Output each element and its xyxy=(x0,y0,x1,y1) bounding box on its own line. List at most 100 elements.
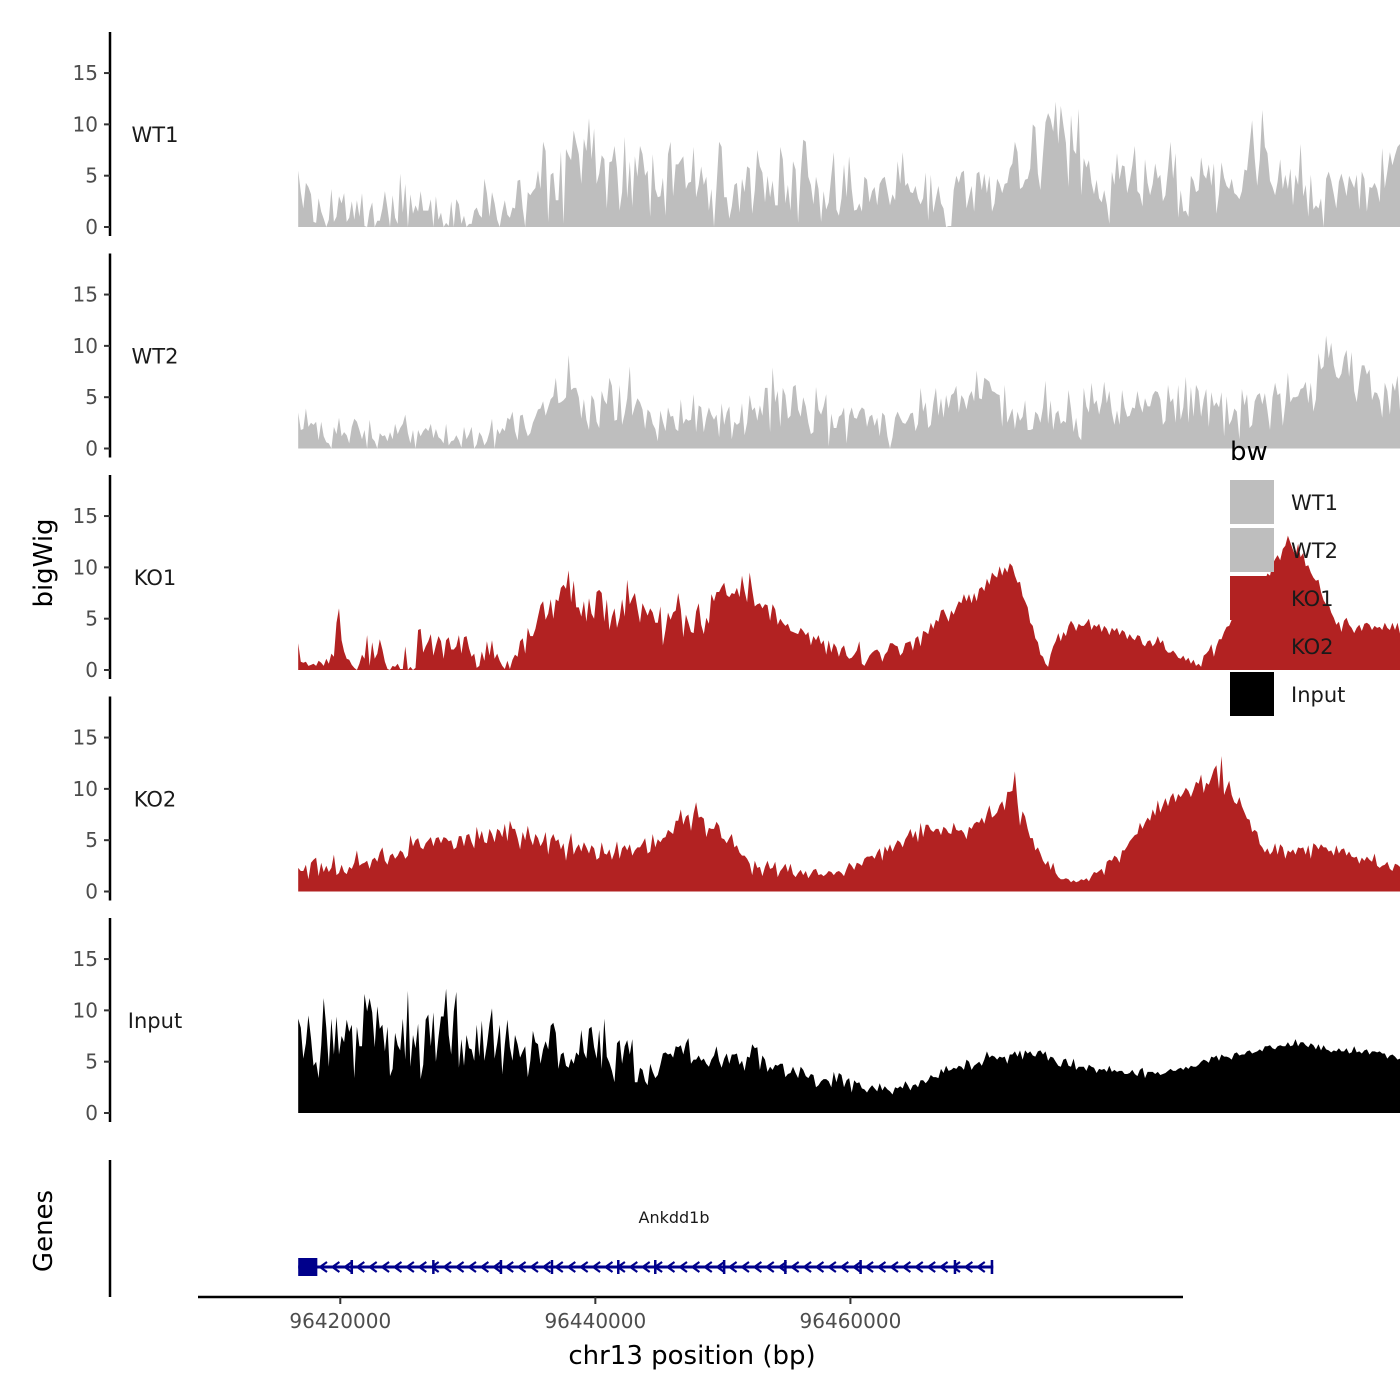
y-tick-label-ko1: 0 xyxy=(85,658,98,682)
strand-arrow xyxy=(380,1261,390,1273)
strand-arrow xyxy=(764,1261,775,1273)
strand-arrow xyxy=(926,1261,936,1273)
coverage-area-input xyxy=(298,988,1400,1113)
legend-label-wt2: WT2 xyxy=(1291,539,1338,563)
strand-arrow xyxy=(553,1261,564,1273)
y-tick-label-wt1: 10 xyxy=(73,112,98,136)
y-tick-label-ko1: 10 xyxy=(73,555,98,579)
gene-exon xyxy=(859,1260,862,1274)
strand-arrow xyxy=(975,1261,986,1273)
strand-arrow xyxy=(355,1261,365,1273)
track-wt2: 0 5 10 15 WT2 xyxy=(73,253,1400,461)
strand-arrow xyxy=(889,1261,899,1273)
track-ko1: 0 5 10 15 KO1 xyxy=(73,475,1400,682)
coverage-area-ko2 xyxy=(298,756,1400,892)
strand-arrow xyxy=(777,1261,787,1273)
gene-exon xyxy=(953,1260,957,1274)
strand-arrow xyxy=(715,1261,725,1273)
legend-label-ko1: KO1 xyxy=(1291,587,1334,611)
legend-label-input: Input xyxy=(1291,683,1345,707)
strand-arrow xyxy=(479,1261,490,1273)
gene-exon xyxy=(350,1260,354,1274)
strand-arrow xyxy=(442,1261,452,1273)
legend: bw WT1 WT2 KO1 KO2 Input xyxy=(1230,437,1345,716)
coverage-area-wt2 xyxy=(298,335,1400,449)
track-label-wt1: WT1 xyxy=(132,123,179,147)
y-tick-label-ko2: 0 xyxy=(85,880,98,904)
strand-arrow xyxy=(789,1261,800,1273)
track-label-ko1: KO1 xyxy=(134,566,177,590)
strand-arrow xyxy=(740,1261,750,1273)
gene-exon xyxy=(784,1260,787,1274)
strand-arrow xyxy=(330,1261,341,1273)
y-tick-label-ko2: 15 xyxy=(73,726,98,750)
gene-exon xyxy=(654,1260,657,1274)
gene-label: Ankdd1b xyxy=(639,1208,710,1227)
strand-arrow xyxy=(951,1261,961,1273)
track-wt1: 0 5 10 15 WT1 xyxy=(73,32,1400,239)
track-input: 0 5 10 15 Input xyxy=(73,918,1400,1125)
track-ko2: 0 5 10 15 KO2 xyxy=(73,696,1400,904)
strand-arrow xyxy=(603,1261,614,1273)
coverage-area-wt1 xyxy=(298,101,1400,227)
legend-label-wt1: WT1 xyxy=(1291,491,1338,515)
strand-arrow xyxy=(529,1261,539,1273)
x-tick-label: 96460000 xyxy=(800,1309,902,1333)
y-axis-title: bigWig xyxy=(29,518,59,607)
strand-arrow xyxy=(591,1261,601,1273)
gene-exon xyxy=(550,1260,554,1274)
strand-arrow xyxy=(963,1261,974,1273)
y-tick-label-ko2: 5 xyxy=(85,828,98,852)
legend-title: bw xyxy=(1230,437,1268,467)
strand-arrow xyxy=(678,1261,688,1273)
y-tick-label-ko2: 10 xyxy=(73,777,98,801)
gene-exon xyxy=(298,1258,318,1276)
gene-exon xyxy=(432,1260,435,1274)
strand-arrow xyxy=(566,1261,576,1273)
strand-arrow xyxy=(429,1261,440,1273)
strand-arrow xyxy=(467,1261,477,1273)
gene-exon xyxy=(499,1260,503,1274)
y-tick-label-ko1: 15 xyxy=(73,504,98,528)
strand-arrow xyxy=(405,1261,415,1273)
gene-exon xyxy=(990,1260,994,1274)
legend-key-input xyxy=(1230,672,1274,716)
x-axis-title: chr13 position (bp) xyxy=(568,1341,815,1371)
y-tick-label-wt1: 0 xyxy=(85,215,98,239)
track-label-wt2: WT2 xyxy=(132,345,179,369)
strand-arrow xyxy=(417,1261,427,1273)
y-tick-label-input: 5 xyxy=(85,1050,98,1074)
y-tick-label-wt2: 15 xyxy=(73,283,98,307)
y-tick-label-wt2: 0 xyxy=(85,437,98,461)
y-tick-label-wt2: 10 xyxy=(73,334,98,358)
strand-arrow xyxy=(690,1261,701,1273)
strand-arrow xyxy=(367,1261,378,1273)
y-tick-label-input: 10 xyxy=(73,998,98,1022)
strand-arrow xyxy=(665,1261,676,1273)
gene-exon xyxy=(617,1260,620,1274)
strand-arrow xyxy=(454,1261,465,1273)
strand-arrow xyxy=(541,1261,552,1273)
legend-label-ko2: KO2 xyxy=(1291,635,1334,659)
legend-key-ko2 xyxy=(1230,624,1274,668)
y-tick-label-input: 0 xyxy=(85,1101,98,1125)
strand-arrow xyxy=(727,1261,738,1273)
y-tick-label-wt2: 5 xyxy=(85,385,98,409)
strand-arrow xyxy=(814,1261,825,1273)
strand-arrow xyxy=(913,1261,924,1273)
strand-arrow xyxy=(392,1261,403,1273)
x-tick-label: 96440000 xyxy=(544,1309,646,1333)
strand-arrow xyxy=(827,1261,837,1273)
strand-arrow xyxy=(342,1261,353,1273)
strand-arrow xyxy=(876,1261,887,1273)
legend-key-wt1 xyxy=(1230,480,1274,524)
legend-key-wt2 xyxy=(1230,528,1274,572)
x-tick-label: 96420000 xyxy=(289,1309,391,1333)
legend-key-ko1 xyxy=(1230,576,1274,620)
strand-arrow xyxy=(901,1261,912,1273)
tracks-layer: 0 5 10 15 WT1 0 5 10 15 WT2 0 5 10 15 KO1 0 5 10 15 KO2 0 5 10… xyxy=(73,32,1400,1125)
strand-arrow xyxy=(839,1261,849,1273)
strand-arrow xyxy=(938,1261,949,1273)
gene-track-title: Genes xyxy=(29,1190,59,1272)
